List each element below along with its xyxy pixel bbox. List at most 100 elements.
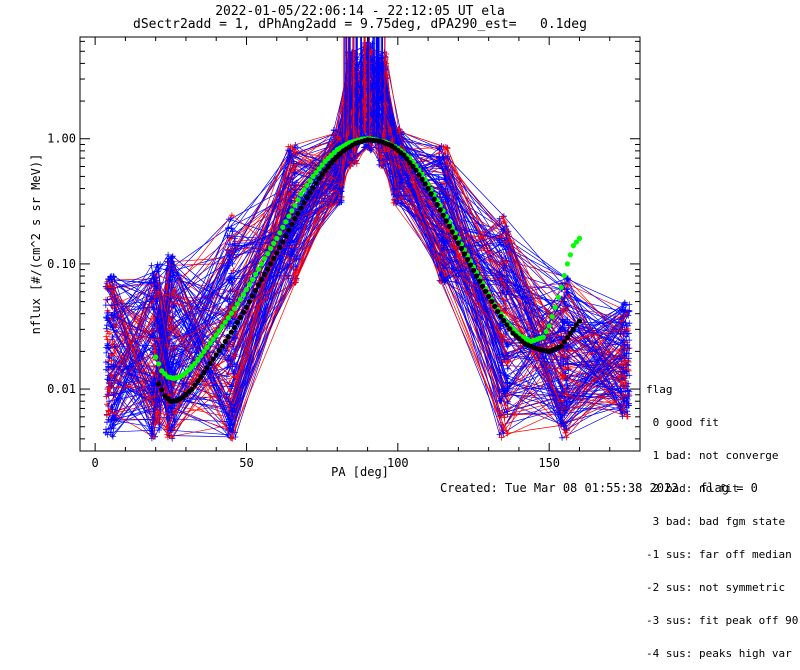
fit-curve-point bbox=[477, 278, 483, 284]
flux-sample-marker bbox=[625, 402, 632, 409]
flux-sample-marker bbox=[151, 393, 158, 400]
flag-legend: flag 0 good fit 1 bad: not converge 2 ba… bbox=[646, 362, 798, 670]
fit-curve-point bbox=[504, 322, 510, 328]
flux-sample-marker bbox=[228, 270, 235, 277]
flux-sample-marker bbox=[232, 247, 239, 253]
flux-trace bbox=[106, 68, 629, 433]
flux-sample-marker bbox=[291, 238, 298, 245]
flux-sample-marker bbox=[151, 278, 158, 285]
flux-sample-marker bbox=[502, 309, 509, 316]
flux-sample-marker bbox=[291, 225, 298, 232]
flux-sample-marker bbox=[500, 228, 507, 235]
flux-sample-marker bbox=[564, 276, 571, 282]
flux-sample-marker bbox=[167, 427, 174, 434]
fit-curve-point bbox=[552, 304, 558, 310]
fit-curve-point bbox=[253, 287, 259, 294]
flux-sample-marker bbox=[149, 397, 156, 404]
flux-sample-marker bbox=[291, 170, 298, 177]
flux-sample-marker bbox=[564, 281, 571, 288]
flux-sample-marker bbox=[620, 305, 626, 311]
fit-curve-point bbox=[153, 354, 159, 360]
fit-curve-point bbox=[295, 210, 301, 216]
flux-sample-marker bbox=[166, 292, 173, 299]
flux-sample-marker bbox=[622, 373, 628, 380]
fit-curve-point bbox=[440, 212, 446, 218]
flux-sample-marker bbox=[397, 179, 404, 186]
flux-sample-marker bbox=[152, 344, 158, 351]
flux-sample-marker bbox=[626, 301, 633, 308]
created-timestamp: Created: Tue Mar 08 01:55:38 2022 bbox=[440, 481, 679, 495]
fit-curve-point bbox=[268, 261, 274, 267]
flux-sample-marker bbox=[365, 143, 372, 149]
fit-curve-point bbox=[271, 255, 277, 261]
flux-sample-marker bbox=[167, 295, 174, 302]
flux-sample-marker bbox=[154, 282, 161, 288]
flux-sample-marker bbox=[150, 313, 157, 320]
flux-sample-marker bbox=[505, 250, 512, 257]
flux-sample-marker bbox=[232, 242, 239, 249]
flux-sample-marker bbox=[625, 355, 632, 362]
flux-sample-marker bbox=[381, 146, 388, 153]
fit-curve-point bbox=[483, 288, 489, 294]
flux-sample-marker bbox=[564, 385, 570, 392]
fit-curve-point bbox=[301, 200, 307, 206]
fit-curve-point bbox=[298, 205, 304, 211]
fit-curve-point bbox=[274, 250, 280, 256]
flux-sample-marker bbox=[104, 285, 111, 292]
flux-sample-marker bbox=[626, 388, 633, 395]
flux-sample-marker bbox=[170, 272, 177, 279]
flux-sample-marker bbox=[624, 408, 631, 415]
fit-curve-point bbox=[407, 160, 413, 166]
flux-sample-marker bbox=[620, 301, 627, 308]
flux-sample-marker bbox=[231, 353, 238, 360]
fit-curve-point bbox=[156, 361, 162, 367]
flux-sample-marker bbox=[498, 434, 505, 441]
fit-curve-point bbox=[289, 221, 295, 227]
fit-curve-point bbox=[159, 387, 165, 393]
fit-curve-point bbox=[564, 261, 571, 267]
fit-curve-point bbox=[256, 266, 262, 272]
flux-sample-marker bbox=[164, 431, 171, 438]
flux-sample-marker bbox=[107, 274, 114, 281]
fit-curve-point bbox=[286, 227, 292, 233]
flux-sample-marker bbox=[103, 429, 109, 436]
flux-sample-marker bbox=[444, 238, 451, 245]
fit-curve-point bbox=[259, 261, 265, 267]
fit-curve-point bbox=[492, 303, 498, 309]
flux-sample-marker bbox=[622, 308, 628, 315]
flux-sample-marker bbox=[557, 417, 564, 424]
flux-sample-marker bbox=[290, 230, 297, 237]
legend-entry: -1 sus: far off median bbox=[646, 548, 792, 561]
flux-sample-marker bbox=[500, 218, 507, 224]
fit-curve-point bbox=[546, 323, 552, 329]
flux-sample-marker bbox=[104, 296, 111, 303]
fit-curve-point bbox=[210, 356, 216, 362]
flux-sample-marker bbox=[439, 154, 446, 161]
fit-curve-point bbox=[310, 185, 316, 191]
flux-sample-marker bbox=[288, 279, 295, 286]
flux-sample-marker bbox=[392, 132, 399, 139]
flux-trace bbox=[111, 67, 623, 429]
fit-curve-point bbox=[576, 318, 583, 324]
fit-curve-point bbox=[246, 299, 253, 305]
flux-sample-marker bbox=[398, 176, 405, 183]
legend-entry: 1 bad: not converge bbox=[646, 449, 779, 462]
flux-sample-marker bbox=[504, 359, 511, 366]
y-tick-label: 0.10 bbox=[47, 257, 76, 271]
flux-sample-marker bbox=[166, 325, 173, 332]
flux-sample-marker bbox=[502, 302, 509, 309]
flux-sample-marker bbox=[109, 433, 116, 440]
flux-sample-marker bbox=[106, 380, 113, 386]
flux-sample-marker bbox=[626, 337, 633, 344]
flux-sample-marker bbox=[565, 366, 572, 373]
flux-sample-marker bbox=[503, 291, 510, 298]
fit-curve-point bbox=[156, 381, 162, 387]
flux-sample-marker bbox=[624, 387, 631, 394]
fit-curve-point bbox=[570, 326, 577, 332]
flux-sample-marker bbox=[225, 356, 232, 363]
fit-curve-point bbox=[295, 197, 301, 203]
flux-sample-marker bbox=[496, 237, 503, 244]
flux-sample-marker bbox=[623, 350, 630, 357]
flux-sample-marker bbox=[102, 359, 109, 366]
flux-sample-marker bbox=[223, 373, 230, 380]
